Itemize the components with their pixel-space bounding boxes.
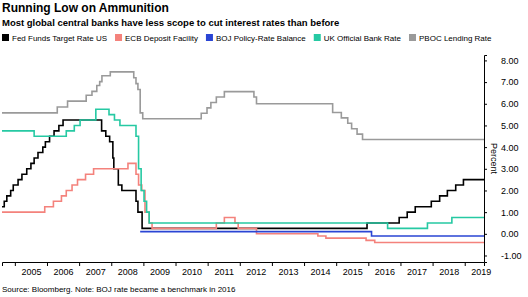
legend-label: ECB Deposit Facility: [125, 34, 198, 43]
x-tick: 2008: [112, 262, 138, 277]
legend-label: UK Official Bank Rate: [324, 34, 402, 43]
x-tick: 2010: [176, 262, 202, 277]
x-tick-mark: [465, 262, 466, 266]
x-tick-label: 2012: [246, 267, 266, 277]
x-tick-mark: [176, 262, 177, 266]
subtitle: Most global central banks have less scop…: [2, 17, 339, 28]
y-tick-mark: [484, 234, 487, 235]
x-tick-mark: [111, 262, 112, 266]
series-line: [140, 232, 484, 236]
y-tick-label: 7.00: [501, 77, 519, 87]
x-tick-label: 2010: [182, 267, 202, 277]
y-tick: 6.00: [484, 99, 519, 109]
x-tick-label: 2017: [407, 267, 427, 277]
y-tick: 1.00: [484, 208, 519, 218]
x-tick: 2014: [305, 262, 331, 277]
x-tick: 2006: [47, 262, 73, 277]
x-tick: 2009: [144, 262, 170, 277]
axis-line: [485, 56, 488, 263]
x-tick-label: 2016: [375, 267, 395, 277]
y-tick-mark: [484, 169, 487, 170]
x-tick: 2011: [208, 262, 234, 277]
axis-line: [3, 263, 485, 267]
x-tick: 2013: [272, 262, 298, 277]
x-tick-label: 2005: [21, 267, 41, 277]
legend-label: PBOC Lending Rate: [419, 34, 492, 43]
x-tick-label: 2006: [54, 267, 74, 277]
series-line: [2, 120, 484, 228]
x-tick: 2007: [80, 262, 106, 277]
x-tick-mark: [208, 262, 209, 266]
y-axis-title: Percent: [489, 143, 499, 175]
legend-swatch: [2, 34, 9, 41]
y-tick-mark: [484, 60, 487, 61]
legend-swatch: [206, 34, 213, 41]
x-tick-mark: [336, 262, 337, 266]
series-line: [2, 72, 484, 140]
legend-swatch: [409, 34, 416, 41]
series-line: [2, 109, 484, 228]
y-tick-label: 0.00: [501, 229, 519, 239]
x-tick-label: 2009: [150, 267, 170, 277]
x-tick: 2016: [369, 262, 395, 277]
y-tick-label: 3.00: [501, 164, 519, 174]
y-tick-label: 6.00: [501, 99, 519, 109]
y-tick-label: 8.00: [501, 56, 519, 66]
y-tick: 5.00: [484, 121, 519, 131]
y-tick-label: 4.00: [501, 143, 519, 153]
x-tick-label: 2015: [343, 267, 363, 277]
x-tick-mark: [240, 262, 241, 266]
title: Running Low on Ammunition: [2, 1, 169, 15]
legend-swatch: [115, 34, 122, 41]
x-tick-label: 2007: [86, 267, 106, 277]
chart: Running Low on Ammunition Most global cen…: [0, 0, 528, 297]
y-tick: 7.00: [484, 77, 519, 87]
y-tick-label: 1.00: [501, 208, 519, 218]
x-tick: 2005: [15, 262, 41, 277]
y-tick-label: -1.00: [501, 251, 522, 261]
y-tick-mark: [484, 255, 487, 256]
y-tick: 0.00: [484, 229, 519, 239]
x-tick-label: 2013: [278, 267, 298, 277]
legend-swatch: [314, 34, 321, 41]
y-tick-mark: [484, 212, 487, 213]
legend-label: BOJ Policy-Rate Balance: [216, 34, 306, 43]
x-tick: 2012: [240, 262, 266, 277]
x-tick-mark: [400, 262, 401, 266]
x-tick-mark: [368, 262, 369, 266]
x-tick: 2017: [401, 262, 427, 277]
x-tick-mark: [47, 262, 48, 266]
x-tick-label: 2011: [215, 267, 234, 277]
y-tick: 8.00: [484, 56, 519, 66]
x-tick-label: 2014: [311, 267, 331, 277]
y-tick-mark: [484, 125, 487, 126]
legend-label: Fed Funds Target Rate US: [12, 34, 107, 43]
source-note: Source: Bloomberg. Note: BOJ rate became…: [2, 285, 236, 294]
y-tick-label: 2.00: [501, 186, 519, 196]
x-tick-mark: [433, 262, 434, 266]
series-line: [2, 163, 484, 242]
y-axis: 8.00 7.00 6.00 5.00 4.00 3.00 2.00 1.00 0.00 -1.0…: [484, 56, 522, 263]
y-tick: 2.00: [484, 186, 519, 196]
x-axis: 2005 2006 2007 2008 2009 2010 2011 2012 2013 2014…: [3, 262, 492, 277]
x-tick-mark: [79, 262, 80, 266]
y-tick: -1.00: [484, 251, 522, 261]
x-tick-mark: [143, 262, 144, 266]
legend: Fed Funds Target Rate US ECB Deposit Faci…: [2, 34, 492, 43]
y-tick-label: 5.00: [501, 121, 519, 131]
y-tick-mark: [484, 82, 487, 83]
x-tick-label: 2008: [118, 267, 138, 277]
x-tick-label: 2019: [471, 267, 491, 277]
x-tick: 2018: [433, 262, 459, 277]
y-tick-mark: [484, 104, 487, 105]
x-tick-mark: [15, 262, 16, 266]
x-tick: 2019: [465, 262, 491, 277]
x-tick-mark: [272, 262, 273, 266]
plot-area: [2, 72, 484, 243]
x-tick-mark: [304, 262, 305, 266]
x-tick-label: 2018: [439, 267, 459, 277]
x-tick: 2015: [337, 262, 363, 277]
y-tick-mark: [484, 147, 487, 148]
y-tick-mark: [484, 190, 487, 191]
